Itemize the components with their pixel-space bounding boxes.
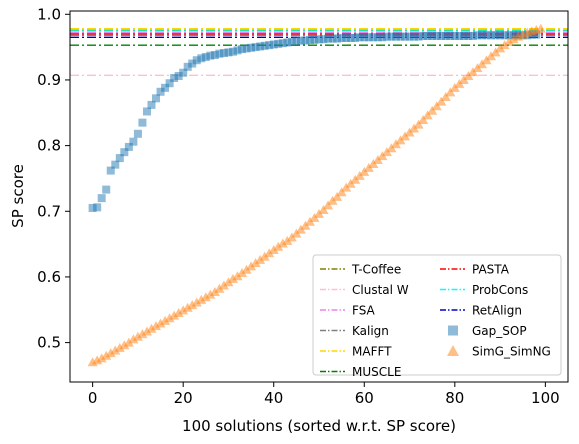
y-axis-label: SP score [9,164,27,228]
gap-sop-point [129,138,137,146]
x-tick-label: 80 [445,389,464,407]
legend-label: SimG_SimNG [472,345,551,359]
y-tick-label: 0.7 [37,202,61,220]
legend-label: PASTA [472,263,510,277]
legend-label: ProbCons [472,283,528,297]
gap-sop-point [98,194,106,202]
series-gap-sop [89,31,541,212]
gap-sop-point [134,130,142,138]
legend-label: Gap_SOP [472,324,527,338]
x-tick-label: 100 [531,389,560,407]
gap-sop-point [138,119,146,127]
legend-label: RetAlign [472,304,522,318]
x-tick-label: 40 [264,389,283,407]
y-axis-ticks: 0.5 0.6 0.7 0.8 0.9 1.0 [37,5,70,351]
legend-label: T-Coffee [351,263,401,277]
y-tick-label: 0.9 [37,71,61,89]
legend-label: Clustal W [352,283,409,297]
legend-label: MAFFT [352,345,392,359]
gap-sop-point [93,203,101,211]
legend-label: FSA [352,304,376,318]
legend: T-Coffee Clustal W FSA Kalign MAFFT MUSCLE PAS… [313,255,561,379]
gap-sop-point [102,186,110,194]
y-tick-label: 0.8 [37,137,61,155]
x-tick-label: 20 [174,389,193,407]
y-tick-label: 0.6 [37,268,61,286]
legend-label: Kalign [352,324,389,338]
x-axis-ticks: 0 20 40 60 80 100 [88,382,560,407]
x-tick-label: 0 [88,389,98,407]
y-tick-label: 0.5 [37,334,61,352]
legend-label: MUSCLE [352,365,401,379]
x-tick-label: 60 [355,389,374,407]
x-axis-label: 100 solutions (sorted w.r.t. SP score) [182,417,456,435]
legend-square-swatch [448,326,458,336]
y-tick-label: 1.0 [37,5,61,23]
